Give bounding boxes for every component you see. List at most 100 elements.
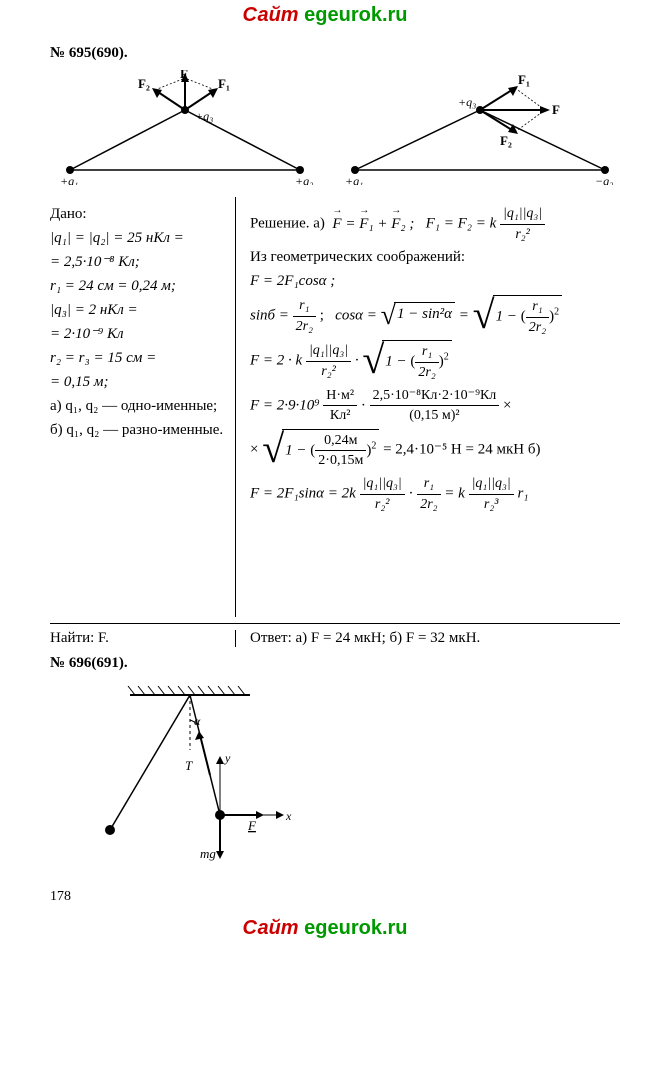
sol-line1: Решение. а) F = F₁ + F₂ ; F₁ = F₂ = k |q…: [250, 204, 620, 244]
sol-eq6-rade: 2: [371, 440, 376, 451]
sol-eq3-sep: ;: [320, 308, 324, 324]
sol-eq3-rad2e: 2: [554, 307, 559, 318]
diagram-right: +q₁ −q₂ +q₃ F₁ F₂ F: [340, 70, 620, 190]
svg-text:+q₃: +q₃: [458, 95, 476, 109]
sol-eq6-radn: 0,24м: [315, 431, 366, 452]
sol-eq6-res: = 2,4·10⁻⁵ Н = 24 мкН б): [383, 441, 540, 457]
sol-eq7: F = 2F₁sinα = 2k |q₁||q₃|r₂² · r₁2r₂ = k…: [250, 474, 620, 514]
svg-text:+q₂: +q₂: [295, 174, 313, 185]
sol-title: Решение. а): [250, 216, 325, 232]
sol-eq3-rad2n: r₁: [526, 297, 549, 318]
diagram-696: α T x y F mg: [50, 680, 620, 875]
sol-eq7-cd: 2r₂: [417, 495, 440, 515]
sol-eq5-bn: 2,5·10⁻⁸Кл·2·10⁻⁹Кл: [370, 386, 500, 407]
page-number: 178: [50, 889, 620, 905]
sol-eq5-un: Н·м²: [323, 386, 357, 407]
watermark-word1: Сайт: [243, 4, 299, 26]
watermark-top: Сайт egeurok.ru: [0, 0, 650, 31]
sol-eq3-rad2d: 2r₂: [526, 318, 549, 338]
sol-eq4-dot: ·: [355, 353, 359, 369]
given-l6: r₂ = r₃ = 15 см =: [50, 348, 225, 369]
watermark-bottom: Сайт egeurok.ru: [0, 913, 650, 944]
given-l4: |q₃| = 2 нКл =: [50, 300, 225, 321]
given-l3: r₁ = 24 см = 0,24 м;: [50, 276, 225, 297]
sol-eq4-radn: r₁: [415, 342, 438, 363]
sol-eq3-rad1: 1 − sin²α: [394, 302, 455, 330]
sol-eq1b-den: r₂²: [500, 225, 545, 245]
sol-eq7-eq: = k: [444, 485, 465, 501]
answer-cell: Ответ: а) F = 24 мкН; б) F = 32 мкН.: [236, 630, 620, 647]
sol-eq6-pre: ×: [250, 441, 258, 457]
svg-text:α: α: [194, 714, 201, 728]
sol-eq3-den: 2r₂: [293, 317, 316, 337]
watermark-word2: egeurok.ru: [304, 4, 407, 26]
watermark-word2-b: egeurok.ru: [304, 917, 407, 939]
sol-eq7-d1: ·: [408, 485, 413, 501]
given-l9: б) q₁, q₂ — разно-именные.: [50, 420, 225, 441]
problem-number-696: № 696(691).: [50, 655, 620, 672]
sol-eq4-num: |q₁||q₃|: [306, 341, 351, 362]
given-l5: = 2·10⁻⁹ Кл: [50, 324, 225, 345]
sol-eq5-dot: ·: [361, 397, 366, 413]
sol-eq5: F = 2·9·10⁹ Н·м²Кл² · 2,5·10⁻⁸Кл·2·10⁻⁹К…: [250, 386, 620, 426]
sol-eq4: F = 2 · k |q₁||q₃|r₂² · √ 1 − (r₁2r₂)2: [250, 340, 620, 382]
svg-text:F: F: [247, 818, 257, 833]
sol-eq5-a: F = 2·9·10⁹: [250, 397, 320, 413]
sol-eq2: F = 2F₁cosα ;: [250, 271, 620, 292]
sol-eq5-bd: (0,15 м)²: [370, 406, 500, 426]
divider: [50, 623, 620, 624]
svg-text:mg: mg: [200, 846, 216, 861]
diagram-row: +q₁ +q₂ +q₃ F F₁ F₂: [50, 70, 620, 190]
sol-eq6-rada: 1 −: [285, 442, 310, 458]
svg-text:F₁: F₁: [218, 76, 230, 91]
diagram-left: +q₁ +q₂ +q₃ F F₁ F₂: [50, 70, 330, 190]
sol-eq7-a: F = 2F₁sinα = 2k: [250, 485, 356, 501]
sol-eq3-num: r₁: [293, 296, 316, 317]
given-column: Дано: |q₁| = |q₂| = 25 нКл = = 2,5·10⁻⁸ …: [50, 197, 236, 617]
sol-eq3-cos: cosα =: [335, 308, 377, 324]
svg-text:F: F: [552, 102, 560, 117]
given-l2: = 2,5·10⁻⁸ Кл;: [50, 252, 225, 273]
sol-eq3-eq: =: [459, 308, 469, 324]
sol-eq7-dd: r₂³: [469, 495, 514, 515]
sol-eq6-radd: 2·0,15м: [315, 451, 366, 471]
sol-eq7-dn: |q₁||q₃|: [469, 474, 514, 495]
svg-text:T: T: [185, 758, 193, 773]
sol-eq6: × √ 1 − (0,24м2·0,15м)2 = 2,4·10⁻⁵ Н = 2…: [250, 429, 620, 471]
given-l1: |q₁| = |q₂| = 25 нКл =: [50, 228, 225, 249]
sol-eq4-rade: 2: [444, 352, 449, 363]
svg-text:F₂: F₂: [138, 76, 150, 91]
sol-eq4-den: r₂²: [306, 362, 351, 382]
given-l8: а) q₁, q₂ — одно-именные;: [50, 396, 225, 417]
sol-eq4-rada: 1 −: [385, 354, 410, 370]
sol-eq7-tail: r₁: [517, 485, 528, 501]
svg-text:+q₁: +q₁: [60, 174, 78, 185]
given-title: Дано:: [50, 204, 225, 225]
solution-column: Решение. а) F = F₁ + F₂ ; F₁ = F₂ = k |q…: [236, 197, 620, 617]
sol-eq5-tail: ×: [503, 397, 511, 413]
svg-text:x: x: [285, 809, 292, 823]
sol-eq1b-lhs: F₁ = F₂ = k: [426, 216, 497, 232]
svg-text:+q₃: +q₃: [195, 109, 213, 123]
solution-columns: Дано: |q₁| = |q₂| = 25 нКл = = 2,5·10⁻⁸ …: [50, 196, 620, 617]
sol-eq7-bd: r₂²: [360, 495, 405, 515]
svg-text:y: y: [224, 751, 231, 765]
sol-eq3: sinб = r₁2r₂ ; cosα = √1 − sin²α = √ 1 −…: [250, 295, 620, 337]
sol-eq4-a: F = 2 · k: [250, 353, 302, 369]
svg-text:−q₂: −q₂: [595, 174, 613, 185]
sol-eq4-radd: 2r₂: [415, 363, 438, 383]
sol-eq7-bn: |q₁||q₃|: [360, 474, 405, 495]
svg-text:F₂: F₂: [500, 133, 512, 148]
sol-eq1b-num: |q₁||q₃|: [500, 204, 545, 225]
find-cell: Найти: F.: [50, 630, 236, 647]
page-content: № 695(690). +q: [0, 31, 650, 913]
sol-geom: Из геометрических соображений:: [250, 247, 620, 268]
problem-number-695: № 695(690).: [50, 45, 620, 62]
sol-eq3-rad2a: 1 −: [496, 309, 521, 325]
watermark-word1-b: Сайт: [243, 917, 299, 939]
svg-text:F: F: [180, 70, 188, 81]
svg-text:+q₁: +q₁: [345, 174, 363, 185]
svg-text:F₁: F₁: [518, 72, 530, 87]
answer-row: Найти: F. Ответ: а) F = 24 мкН; б) F = 3…: [50, 630, 620, 647]
given-l7: = 0,15 м;: [50, 372, 225, 393]
